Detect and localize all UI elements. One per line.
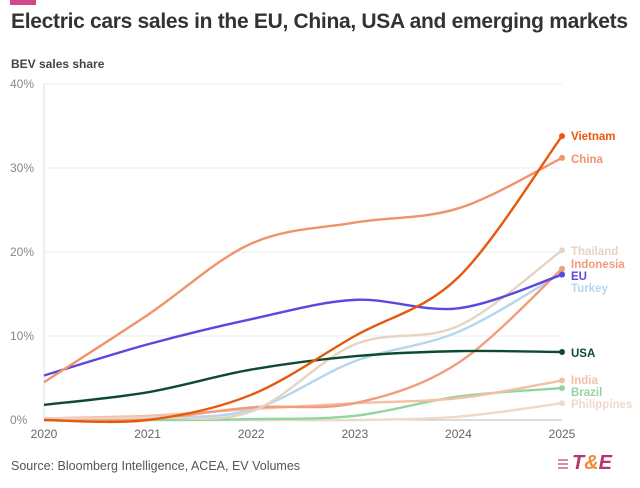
te-logo: T&E bbox=[558, 452, 612, 475]
series-label-turkey: Turkey bbox=[571, 283, 608, 295]
series-label-brazil: Brazil bbox=[571, 387, 602, 399]
series-line-brazil bbox=[43, 386, 563, 422]
series-end-point-eu bbox=[559, 271, 565, 278]
series-end-point-china bbox=[559, 154, 565, 161]
series-label-philippines: Philippines bbox=[571, 399, 632, 411]
source-note: Source: Bloomberg Intelligence, ACEA, EV… bbox=[11, 459, 301, 473]
series-end-point-indonesia bbox=[559, 265, 565, 272]
series-line-indonesia bbox=[43, 267, 563, 422]
y-tick-label: 0% bbox=[10, 413, 28, 427]
series-line-thailand bbox=[43, 249, 563, 420]
x-tick-label: 2025 bbox=[549, 427, 576, 441]
series-end-point-usa bbox=[559, 348, 565, 355]
series-end-point-vietnam bbox=[559, 133, 565, 140]
y-tick-label: 10% bbox=[10, 329, 34, 343]
chart-title: Electric cars sales in the EU, China, US… bbox=[11, 10, 628, 33]
x-tick-label: 2022 bbox=[238, 427, 265, 441]
series-label-india: India bbox=[571, 375, 598, 387]
series-label-vietnam: Vietnam bbox=[571, 131, 616, 143]
x-tick-label: 2023 bbox=[341, 427, 368, 441]
series-label-thailand: Thailand bbox=[571, 246, 618, 258]
y-tick-label: 20% bbox=[10, 245, 34, 259]
series-label-eu: EU bbox=[571, 271, 587, 283]
series-line-usa bbox=[43, 349, 563, 407]
series-end-point-thailand bbox=[559, 247, 565, 254]
x-tick-label: 2024 bbox=[445, 427, 472, 441]
series-end-point-india bbox=[559, 377, 565, 384]
series-end-point-philippines bbox=[559, 400, 565, 407]
x-tick-label: 2021 bbox=[134, 427, 161, 441]
series-line-vietnam bbox=[43, 135, 563, 424]
series-line-eu bbox=[43, 273, 563, 377]
brand-accent-bar bbox=[10, 0, 36, 5]
y-tick-label: 30% bbox=[10, 161, 34, 175]
series-label-usa: USA bbox=[571, 348, 595, 360]
series-label-china: China bbox=[571, 154, 604, 166]
series-line-china bbox=[43, 156, 563, 384]
x-tick-label: 2020 bbox=[31, 427, 58, 441]
series-end-point-brazil bbox=[559, 385, 565, 392]
y-tick-label: 40% bbox=[10, 77, 34, 91]
series-label-indonesia: Indonesia bbox=[571, 259, 625, 271]
logo-stripes-icon bbox=[558, 457, 568, 471]
y-axis-title: BEV sales share bbox=[11, 57, 105, 71]
